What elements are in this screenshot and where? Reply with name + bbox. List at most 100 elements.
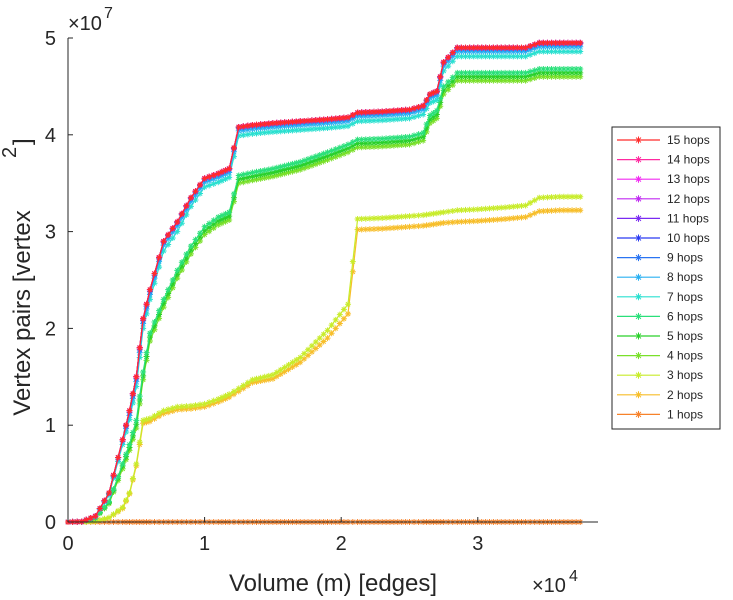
data-point-marker (293, 118, 300, 125)
x-tick-label: 1 (199, 533, 210, 555)
data-point-marker (449, 58, 456, 65)
data-point-marker (560, 69, 567, 76)
data-point-marker (285, 119, 292, 126)
data-point-marker (486, 44, 493, 51)
data-point-marker (370, 226, 377, 233)
data-point-marker (336, 148, 343, 155)
data-point-marker (383, 117, 390, 124)
data-point-marker (305, 352, 312, 359)
data-point-marker (518, 69, 525, 76)
data-point-marker (273, 373, 280, 380)
data-point-marker (548, 194, 555, 201)
data-point-marker (379, 225, 386, 232)
data-point-marker (406, 213, 413, 220)
data-point-marker (308, 154, 315, 161)
data-point-marker (156, 311, 163, 318)
legend-item: 5 hops (617, 329, 703, 343)
data-point-marker (415, 138, 422, 145)
data-point-marker (375, 139, 382, 146)
data-point-marker (240, 132, 247, 139)
data-point-marker (277, 371, 284, 378)
data-point-marker (316, 335, 323, 342)
data-point-marker (366, 143, 373, 150)
data-point-marker (215, 221, 222, 228)
data-point-marker (105, 498, 112, 505)
data-point-marker (293, 361, 300, 368)
data-point-marker (261, 377, 268, 384)
y-exponent-base: ×10 (68, 13, 102, 35)
data-point-marker (257, 374, 264, 381)
data-point-marker (433, 111, 440, 118)
data-point-marker (192, 244, 199, 251)
data-point-marker (244, 174, 251, 181)
data-point-marker (635, 371, 642, 379)
data-point-marker (210, 397, 217, 404)
data-point-marker (197, 237, 204, 244)
data-point-marker (358, 144, 365, 151)
data-point-marker (386, 142, 393, 149)
y-exponent-power: 7 (104, 5, 113, 22)
data-point-marker (261, 167, 268, 174)
data-point-marker (269, 128, 276, 135)
data-point-marker (437, 220, 444, 227)
data-point-marker (445, 78, 452, 85)
data-point-marker (564, 48, 571, 55)
data-point-marker (183, 211, 190, 218)
data-point-marker (301, 355, 308, 362)
data-point-marker (165, 294, 172, 301)
legend-item: 12 hops (617, 192, 710, 206)
data-point-marker (293, 127, 300, 134)
data-point-marker (449, 219, 456, 226)
y-tick-label: 5 (45, 28, 56, 50)
data-point-marker (564, 193, 571, 200)
data-point-marker (151, 326, 158, 333)
data-point-marker (244, 131, 251, 138)
data-point-marker (569, 73, 576, 80)
data-point-marker (312, 157, 319, 164)
data-point-marker (544, 69, 551, 76)
data-point-marker (345, 114, 352, 121)
data-point-marker (506, 73, 513, 80)
data-point-marker (187, 246, 194, 253)
data-point-marker (527, 199, 534, 206)
data-point-marker (577, 65, 584, 72)
data-point-marker (370, 143, 377, 150)
data-point-marker (482, 69, 489, 76)
data-point-marker (226, 213, 233, 220)
data-point-marker (375, 117, 382, 124)
data-point-marker (226, 216, 233, 223)
data-point-marker (466, 44, 473, 51)
data-point-marker (222, 176, 229, 183)
data-point-marker (293, 356, 300, 363)
data-point-marker (87, 514, 94, 521)
data-point-marker (510, 44, 517, 51)
data-point-marker (316, 125, 323, 132)
data-point-marker (332, 115, 339, 122)
data-point-marker (269, 165, 276, 172)
legend-label: 5 hops (667, 329, 703, 343)
data-point-marker (192, 188, 199, 195)
data-point-marker (222, 214, 229, 221)
data-point-marker (265, 120, 272, 127)
data-point-marker (423, 211, 430, 218)
data-point-marker (478, 77, 485, 84)
data-point-marker (449, 74, 456, 81)
data-point-marker (415, 135, 422, 142)
data-point-marker (273, 119, 280, 126)
data-point-marker (406, 137, 413, 144)
data-point-marker (426, 112, 433, 119)
data-point-marker (577, 73, 584, 80)
data-point-marker (83, 516, 90, 523)
data-point-marker (218, 220, 225, 227)
data-point-marker (320, 338, 327, 345)
data-point-marker (470, 73, 477, 80)
data-point-marker (449, 78, 456, 85)
data-point-marker (458, 53, 465, 60)
data-point-marker (218, 168, 225, 175)
legend-label: 2 hops (667, 388, 703, 402)
data-point-marker (423, 128, 430, 135)
data-point-marker (411, 140, 418, 147)
data-point-marker (354, 140, 361, 147)
legend-item: 10 hops (617, 231, 710, 245)
data-point-marker (430, 221, 437, 228)
